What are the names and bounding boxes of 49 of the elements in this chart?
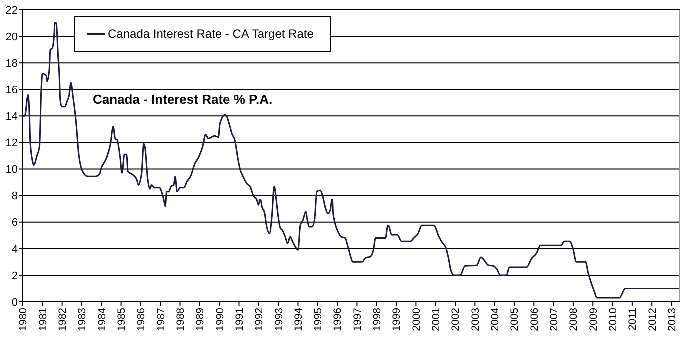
line-series — [22, 22, 680, 299]
x-tick-label: 1997 — [352, 308, 364, 332]
x-tick-label: 2001 — [430, 308, 443, 332]
y-tick-label: 6 — [12, 217, 18, 230]
x-tick-label: 2012 — [646, 308, 659, 332]
y-tick-label: 22 — [6, 4, 18, 17]
y-tick-label: 14 — [6, 111, 18, 124]
x-tick-label: 2002 — [450, 308, 462, 332]
x-tick-label: 2006 — [528, 308, 541, 332]
x-tick-label: 2004 — [489, 308, 502, 332]
x-tick-label: 1998 — [372, 308, 384, 332]
y-tick-label: 4 — [12, 244, 18, 256]
x-tick-label: 2000 — [410, 308, 423, 332]
y-tick-label: 20 — [6, 31, 18, 44]
x-tick-label: 2007 — [548, 308, 560, 332]
x-tick-label: 1987 — [155, 308, 168, 332]
x-tick-label: 1981 — [37, 308, 50, 332]
y-tick-label: 10 — [6, 164, 18, 176]
x-tick-label: 2011 — [627, 308, 640, 331]
legend-label: Canada Interest Rate - CA Target Rate — [108, 27, 314, 42]
x-tick-label: 2010 — [607, 308, 620, 332]
x-tick-label: 1992 — [254, 308, 266, 332]
x-tick-label: 1986 — [136, 308, 148, 332]
y-tick-label: 0 — [12, 296, 18, 309]
x-tick-label: 1999 — [391, 308, 404, 332]
x-tick-label: 1983 — [76, 308, 89, 332]
x-tick-label: 2003 — [470, 308, 482, 332]
x-tick-label: 1989 — [194, 308, 207, 332]
x-tick-label: 1996 — [332, 308, 344, 332]
x-tick-label: 1994 — [292, 308, 305, 332]
y-tick-label: 18 — [6, 58, 18, 70]
x-tick-label: 1985 — [116, 308, 128, 332]
y-tick-label: 2 — [12, 270, 18, 282]
x-tick-label: 1988 — [174, 308, 187, 332]
x-tick-label: 1980 — [18, 308, 30, 332]
x-tick-label: 1993 — [273, 308, 286, 332]
x-tick-label: 1982 — [56, 308, 69, 332]
x-tick-label: 2013 — [666, 308, 678, 332]
text: Canada - Interest Rate % P.A. — [93, 92, 273, 107]
y-tick-label: 12 — [6, 138, 18, 150]
x-tick-label: 1995 — [312, 308, 325, 332]
x-tick-label: 2008 — [568, 308, 580, 332]
x-tick-label: 1990 — [214, 308, 226, 332]
y-tick-label: 16 — [6, 84, 18, 96]
x-tick-label: 1984 — [96, 308, 108, 332]
x-tick-label: 1991 — [234, 308, 246, 332]
y-tick-label: 8 — [12, 190, 18, 203]
x-tick-label: 2009 — [588, 308, 600, 332]
x-tick-label: 2005 — [509, 308, 522, 332]
